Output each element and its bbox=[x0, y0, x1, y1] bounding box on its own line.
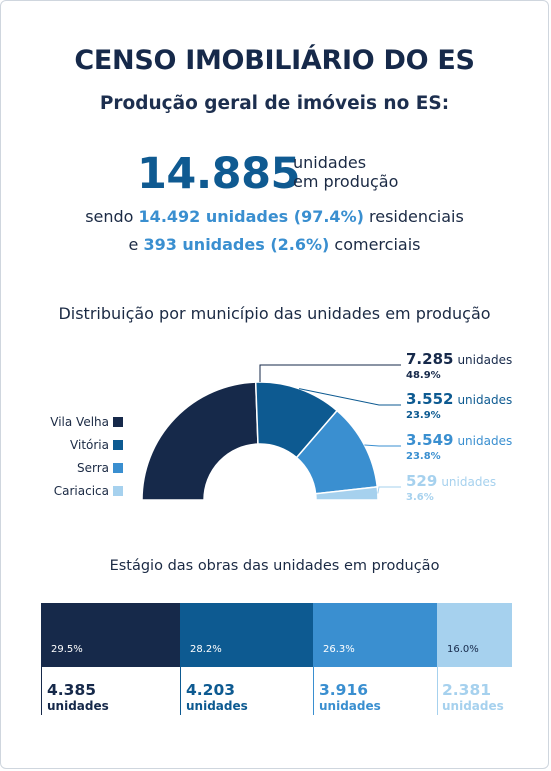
stage-value-number: 4.203 bbox=[186, 681, 236, 699]
donut-slice-cariacica bbox=[314, 486, 379, 501]
stage-bar: 28.2% bbox=[180, 603, 313, 667]
legend-label: Vitória bbox=[70, 438, 109, 452]
commercial-suffix: comerciais bbox=[329, 235, 421, 254]
legend-swatch bbox=[113, 440, 123, 450]
stage-bar-percent: 16.0% bbox=[447, 644, 479, 655]
leader-line-cariacica bbox=[377, 486, 401, 494]
stage-divider bbox=[313, 667, 314, 715]
callout-unit: unidades bbox=[457, 434, 513, 448]
stage-value: 2.381 unidades bbox=[442, 681, 504, 714]
callout-percent: 3.6% bbox=[406, 492, 434, 503]
municipality-chart-title: Distribuição por município das unidades … bbox=[58, 304, 491, 323]
stage-value-unit: unidades bbox=[47, 699, 109, 713]
legend-swatch bbox=[113, 417, 123, 427]
donut-slice-vila-velha bbox=[141, 381, 259, 501]
callout-serra: 3.549 unidades 23.8% bbox=[406, 430, 512, 462]
legend-label: Cariacica bbox=[53, 484, 109, 498]
leader-line-serra bbox=[364, 444, 401, 447]
residential-prefix: sendo bbox=[85, 207, 139, 226]
legend-label: Serra bbox=[76, 461, 109, 475]
stage-value-unit: unidades bbox=[186, 699, 248, 713]
callout-vitoria: 3.552 unidades 23.9% bbox=[406, 389, 512, 421]
stage-bar: 26.3% bbox=[313, 603, 437, 667]
legend-item: Vila Velha bbox=[45, 415, 123, 438]
leader-line-vitoria bbox=[299, 388, 401, 406]
commercial-highlight: 393 unidades (2.6%) bbox=[143, 235, 330, 254]
legend-swatch bbox=[113, 486, 123, 496]
stage-bar-percent: 28.2% bbox=[190, 644, 222, 655]
stage-bar: 16.0% bbox=[437, 603, 512, 667]
total-units-label: unidades em produção bbox=[293, 153, 398, 191]
stage-value-number: 4.385 bbox=[47, 681, 97, 699]
callout-percent: 23.8% bbox=[406, 451, 441, 462]
commercial-line: e 393 unidades (2.6%) comerciais bbox=[1, 235, 548, 254]
legend-swatch bbox=[113, 463, 123, 473]
callout-percent: 48.9% bbox=[406, 370, 441, 381]
stage-bar: 29.5% bbox=[41, 603, 180, 667]
callout-value: 3.552 bbox=[406, 390, 454, 408]
unit-label-line2: em produção bbox=[293, 172, 399, 191]
stage-value: 4.385 unidades bbox=[47, 681, 109, 714]
stage-value: 4.203 unidades bbox=[186, 681, 248, 714]
callout-percent: 23.9% bbox=[406, 410, 441, 421]
legend-item: Cariacica bbox=[45, 484, 123, 507]
stage-value-unit: unidades bbox=[442, 699, 504, 713]
legend-label: Vila Velha bbox=[50, 415, 109, 429]
stage-value-number: 3.916 bbox=[319, 681, 369, 699]
municipality-donut-chart bbox=[141, 364, 401, 501]
callout-cariacica: 529 unidades 3.6% bbox=[406, 471, 496, 503]
stage-value-number: 2.381 bbox=[442, 681, 492, 699]
residential-highlight: 14.492 unidades (97.4%) bbox=[138, 207, 364, 226]
unit-label-line1: unidades bbox=[293, 153, 367, 172]
legend-item: Serra bbox=[45, 461, 123, 484]
stage-chart-title: Estágio das obras das unidades em produç… bbox=[109, 558, 440, 574]
residential-line: sendo 14.492 unidades (97.4%) residencia… bbox=[1, 207, 548, 226]
callout-unit: unidades bbox=[457, 393, 513, 407]
page-subtitle: Produção geral de imóveis no ES: bbox=[99, 93, 450, 114]
stage-divider bbox=[41, 667, 42, 715]
stage-divider bbox=[437, 667, 438, 715]
stage-value-unit: unidades bbox=[319, 699, 381, 713]
residential-suffix: residenciais bbox=[363, 207, 464, 226]
legend-item: Vitória bbox=[45, 438, 123, 461]
stage-divider bbox=[180, 667, 181, 715]
callout-vila-velha: 7.285 unidades 48.9% bbox=[406, 349, 512, 381]
total-units: 14.885 bbox=[137, 149, 300, 199]
callout-unit: unidades bbox=[441, 475, 497, 489]
stage-value: 3.916 unidades bbox=[319, 681, 381, 714]
page-title: CENSO IMOBILIÁRIO DO ES bbox=[74, 45, 475, 76]
municipality-legend: Vila Velha Vitória Serra Cariacica bbox=[45, 415, 123, 507]
callout-value: 3.549 bbox=[406, 431, 454, 449]
callout-value: 7.285 bbox=[406, 350, 454, 368]
callout-value: 529 bbox=[406, 472, 438, 490]
leader-line-vila-velha bbox=[259, 364, 401, 382]
commercial-prefix: e bbox=[128, 235, 144, 254]
stage-bar-percent: 29.5% bbox=[51, 644, 83, 655]
callout-unit: unidades bbox=[457, 353, 513, 367]
stage-bar-percent: 26.3% bbox=[323, 644, 355, 655]
